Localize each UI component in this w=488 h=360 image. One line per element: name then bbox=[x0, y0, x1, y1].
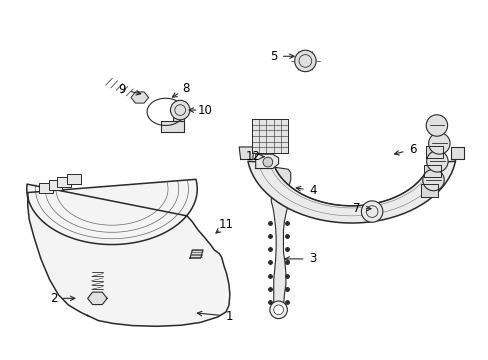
Bar bbox=[49, 180, 62, 190]
Circle shape bbox=[422, 169, 443, 191]
Bar bbox=[67, 174, 81, 184]
Circle shape bbox=[263, 157, 272, 167]
Circle shape bbox=[269, 301, 287, 319]
Bar bbox=[251, 119, 288, 153]
Polygon shape bbox=[449, 147, 463, 159]
Polygon shape bbox=[425, 146, 442, 158]
Circle shape bbox=[428, 133, 449, 154]
Bar bbox=[57, 177, 71, 187]
Circle shape bbox=[294, 50, 315, 72]
Polygon shape bbox=[189, 250, 203, 258]
Polygon shape bbox=[271, 191, 288, 306]
Circle shape bbox=[361, 201, 382, 222]
Text: 10: 10 bbox=[198, 104, 213, 117]
Polygon shape bbox=[87, 292, 107, 305]
Polygon shape bbox=[161, 121, 183, 132]
Text: 12: 12 bbox=[245, 150, 260, 163]
Circle shape bbox=[170, 100, 189, 120]
Polygon shape bbox=[131, 92, 148, 103]
Polygon shape bbox=[27, 179, 229, 326]
Polygon shape bbox=[239, 147, 253, 159]
Circle shape bbox=[366, 206, 377, 217]
Bar bbox=[39, 183, 53, 193]
Circle shape bbox=[175, 105, 185, 116]
Polygon shape bbox=[420, 184, 437, 197]
Circle shape bbox=[273, 305, 283, 315]
Circle shape bbox=[426, 115, 447, 136]
Polygon shape bbox=[173, 115, 183, 121]
Polygon shape bbox=[266, 167, 290, 187]
Text: 11: 11 bbox=[218, 218, 233, 231]
Text: 5: 5 bbox=[269, 50, 277, 63]
Text: 4: 4 bbox=[308, 184, 316, 197]
Circle shape bbox=[299, 55, 311, 67]
Circle shape bbox=[426, 150, 447, 172]
Text: 8: 8 bbox=[182, 82, 189, 95]
Text: 6: 6 bbox=[408, 143, 415, 156]
Text: 9: 9 bbox=[118, 83, 125, 96]
Text: 1: 1 bbox=[225, 310, 233, 323]
Polygon shape bbox=[423, 165, 440, 177]
Text: 7: 7 bbox=[352, 202, 360, 215]
Text: 3: 3 bbox=[308, 252, 316, 265]
Polygon shape bbox=[255, 154, 278, 168]
Polygon shape bbox=[247, 161, 454, 223]
Text: 2: 2 bbox=[50, 292, 57, 305]
